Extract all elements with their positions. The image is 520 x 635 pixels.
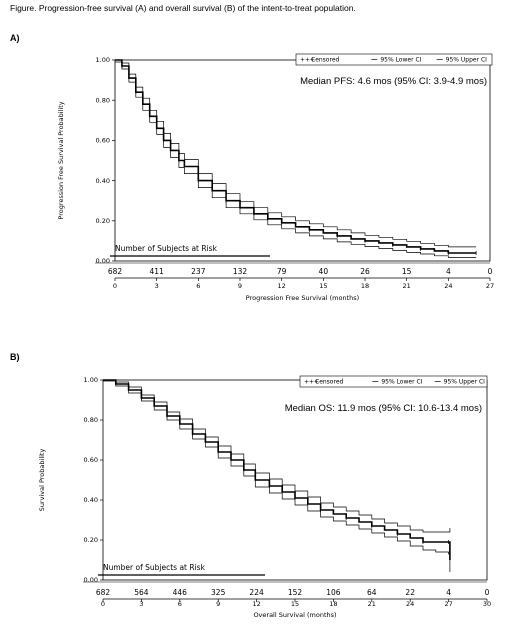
risk-table-title: Number of Subjects at Risk <box>115 244 218 253</box>
risk-table-title: Number of Subjects at Risk <box>103 563 206 572</box>
x-tick-label: 15 <box>291 600 299 608</box>
x-axis-title: Progression Free Survival (months) <box>246 294 359 302</box>
risk-count: 224 <box>249 588 264 597</box>
x-tick-label: 3 <box>155 282 159 290</box>
y-tick-label: 0.20 <box>84 536 98 544</box>
y-tick-label: 0.00 <box>96 257 110 265</box>
x-tick-label: 24 <box>444 282 452 290</box>
y-tick-label: 0.80 <box>84 416 98 424</box>
x-tick-label: 9 <box>216 600 220 608</box>
x-tick-label: 21 <box>403 282 411 290</box>
y-tick-label: 0.40 <box>96 177 110 185</box>
ci-lower-curve <box>115 61 477 258</box>
y-tick-label: 0.60 <box>84 456 98 464</box>
risk-count: 4 <box>446 588 451 597</box>
legend-censored-marker: +++ <box>304 379 319 386</box>
legend-entry: 95% Lower CI <box>380 57 421 64</box>
risk-count: 132 <box>233 267 248 276</box>
x-tick-label: 30 <box>483 600 491 608</box>
y-axis-title: Progression Free Survival Probability <box>57 101 65 219</box>
legend-entry: 95% Upper CI <box>444 379 486 386</box>
x-tick-label: 6 <box>196 282 200 290</box>
legend-entry: Censored <box>315 379 344 386</box>
x-tick-label: 0 <box>113 282 117 290</box>
ci-upper-curve <box>115 59 477 248</box>
risk-count: 325 <box>211 588 226 597</box>
risk-count: 446 <box>173 588 188 597</box>
x-tick-label: 18 <box>329 600 337 608</box>
risk-count: 79 <box>277 267 287 276</box>
legend-entry: Censored <box>311 57 340 64</box>
x-tick-label: 9 <box>238 282 242 290</box>
risk-count: 106 <box>326 588 341 597</box>
x-tick-label: 12 <box>278 282 286 290</box>
risk-count: 152 <box>288 588 303 597</box>
y-tick-label: 0.20 <box>96 217 110 225</box>
risk-count: 411 <box>150 267 165 276</box>
ci-upper-curve <box>103 379 451 533</box>
legend-censored-marker: +++ <box>300 57 315 64</box>
x-tick-label: 27 <box>444 600 452 608</box>
legend-entry: 95% Lower CI <box>381 379 422 386</box>
median-annotation: Median OS: 11.9 mos (95% CI: 10.6-13.4 m… <box>285 403 482 414</box>
y-tick-label: 1.00 <box>96 56 110 64</box>
x-tick-label: 15 <box>319 282 327 290</box>
x-tick-label: 3 <box>139 600 143 608</box>
legend-box <box>295 53 493 66</box>
y-tick-label: 0.00 <box>84 576 98 584</box>
x-axis-title: Overall Survival (months) <box>253 611 336 619</box>
median-annotation: Median PFS: 4.6 mos (95% CI: 3.9-4.9 mos… <box>300 76 487 87</box>
ci-lower-curve <box>103 380 451 572</box>
panel-label-a: A) <box>10 33 20 43</box>
risk-count: 64 <box>367 588 377 597</box>
x-tick-label: 21 <box>368 600 376 608</box>
y-axis-title: Survival Probability <box>38 449 46 512</box>
x-tick-label: 18 <box>361 282 369 290</box>
risk-count: 682 <box>96 588 111 597</box>
legend-entry: 95% Upper CI <box>446 57 488 64</box>
risk-count: 26 <box>360 267 370 276</box>
risk-count: 0 <box>488 267 493 276</box>
y-tick-label: 1.00 <box>84 376 98 384</box>
risk-count: 40 <box>319 267 329 276</box>
plot-frame <box>102 379 488 581</box>
y-tick-label: 0.80 <box>96 96 110 104</box>
x-tick-label: 6 <box>178 600 182 608</box>
risk-count: 15 <box>402 267 412 276</box>
risk-count: 682 <box>108 267 123 276</box>
y-tick-label: 0.40 <box>84 496 98 504</box>
figure-caption: Figure. Progression-free survival (A) an… <box>10 3 356 13</box>
risk-count: 237 <box>191 267 206 276</box>
risk-count: 564 <box>134 588 149 597</box>
risk-count: 4 <box>446 267 451 276</box>
x-tick-label: 24 <box>406 600 414 608</box>
x-tick-label: 27 <box>486 282 494 290</box>
risk-count: 0 <box>485 588 490 597</box>
x-tick-label: 0 <box>101 600 105 608</box>
risk-count: 22 <box>405 588 415 597</box>
x-tick-label: 12 <box>252 600 260 608</box>
legend-box <box>299 375 488 388</box>
panel-label-b: B) <box>10 352 20 362</box>
y-tick-label: 0.60 <box>96 137 110 145</box>
